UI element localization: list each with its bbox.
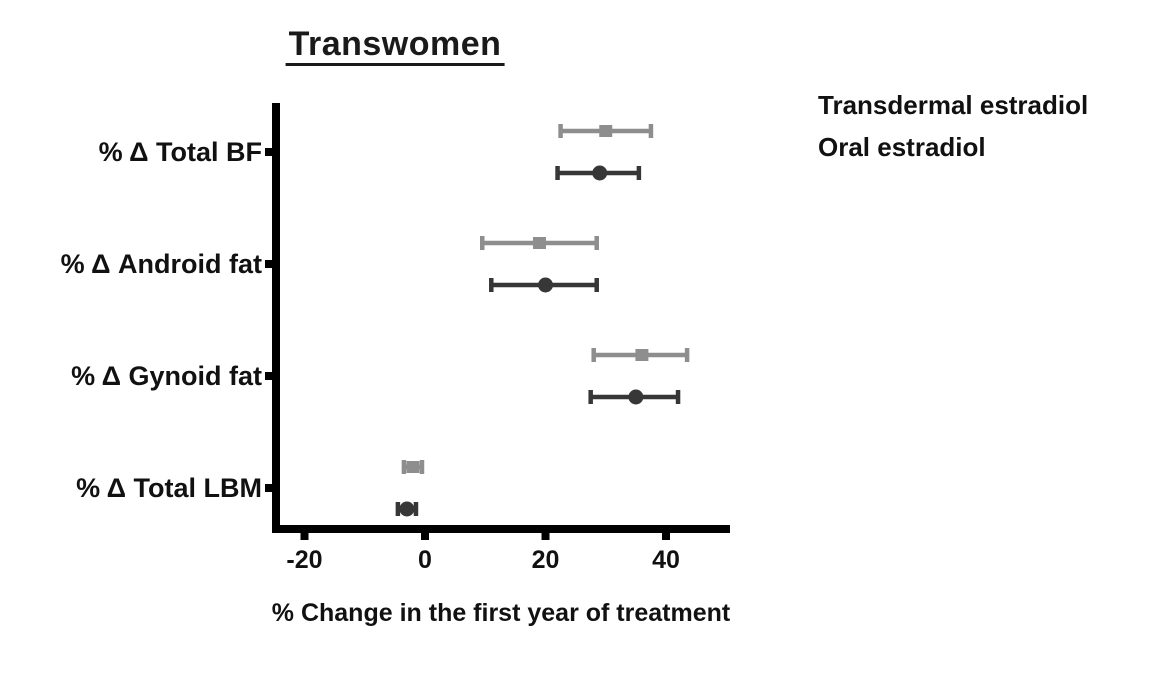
y-tick-mark	[265, 484, 272, 492]
data-point-circle	[628, 389, 644, 405]
data-point-circle	[538, 277, 553, 293]
legend-item-oral-estradiol: Oral estradiol	[786, 132, 1088, 163]
category-label: % Δ Total BF	[99, 137, 262, 167]
x-tick-label: -20	[286, 546, 322, 574]
category-label: % Δ Gynoid fat	[71, 361, 262, 391]
y-tick-mark	[265, 148, 272, 156]
x-tick-label: 20	[532, 546, 560, 574]
data-point-circle	[592, 165, 608, 181]
legend-label: Oral estradiol	[818, 132, 986, 162]
chart-title: Transwomen	[285, 27, 505, 66]
x-tick-mark	[662, 533, 670, 540]
data-point-square	[532, 237, 546, 249]
legend-label: Transdermal estradiol	[818, 90, 1089, 120]
data-point-circle	[399, 501, 415, 517]
legend: Transdermal estradiol Oral estradiol	[786, 90, 1088, 163]
legend-item-transdermal-estradiol: Transdermal estradiol	[786, 90, 1088, 121]
data-point-square	[406, 461, 420, 473]
data-point-square	[635, 349, 649, 361]
x-tick-label: 0	[418, 546, 432, 574]
x-tick-mark	[300, 533, 309, 540]
x-tick-mark	[541, 533, 550, 540]
x-axis-line	[272, 525, 730, 533]
x-axis-title: % Change in the first year of treatment	[271, 599, 731, 627]
y-tick-mark	[265, 260, 272, 268]
x-tick-label: 40	[652, 546, 680, 574]
y-tick-mark	[265, 372, 272, 380]
category-label: % Δ Android fat	[61, 249, 262, 279]
y-axis-line	[272, 103, 280, 533]
data-point-square	[599, 125, 613, 137]
category-label: % Δ Total LBM	[76, 473, 262, 503]
x-tick-mark	[421, 533, 429, 540]
